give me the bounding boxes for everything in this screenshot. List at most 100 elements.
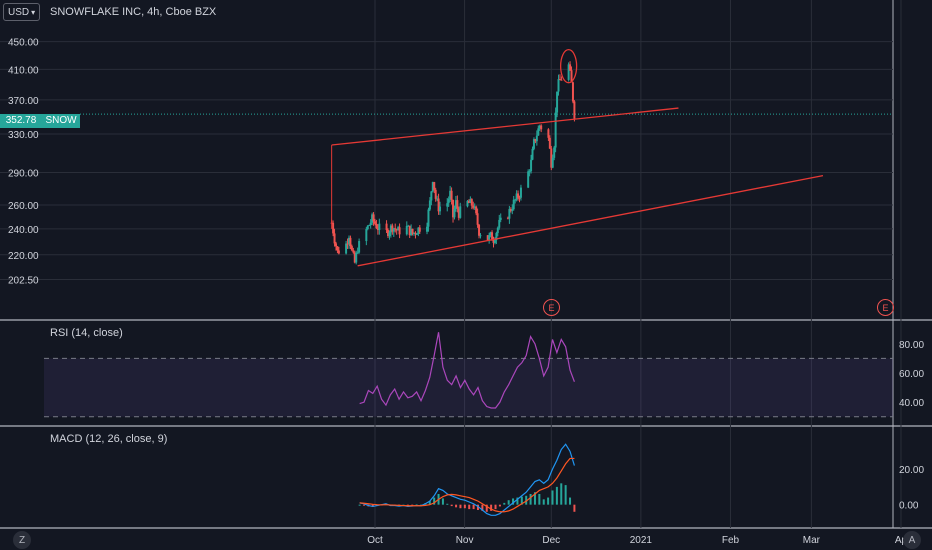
auto-scale-button-right[interactable]: A — [903, 531, 921, 549]
candle-body — [498, 219, 501, 228]
candle-body — [413, 232, 416, 234]
candle-body — [515, 193, 518, 200]
candle-body — [456, 200, 459, 209]
candle-body — [473, 206, 476, 208]
candle-body — [476, 213, 479, 225]
y-tick-label: 410.00 — [8, 65, 39, 76]
candle-body — [518, 197, 521, 199]
macd-histogram-bar — [494, 504, 497, 510]
candle-body — [557, 79, 560, 92]
candle-body — [495, 232, 498, 241]
candle-body — [385, 223, 388, 231]
y-tick-label: 290.00 — [8, 168, 39, 179]
earnings-marker[interactable]: E — [877, 299, 894, 316]
macd-histogram-bar — [468, 504, 471, 510]
x-tick-label: 2021 — [630, 535, 653, 546]
candle-body — [428, 200, 431, 210]
candle-body — [427, 209, 430, 227]
candle-body — [509, 209, 512, 211]
earnings-marker[interactable]: E — [543, 299, 560, 316]
macd-histogram-bar — [463, 504, 466, 509]
macd-histogram-bar — [446, 503, 449, 505]
macd-histogram-bar — [433, 497, 436, 505]
candle-body — [391, 225, 394, 232]
macd-histogram-bar — [533, 492, 536, 505]
candle-body — [334, 243, 337, 247]
macd-histogram-bar — [555, 486, 558, 505]
macd-histogram-bar — [573, 504, 576, 512]
candle-body — [337, 250, 340, 254]
y-tick-label: 202.50 — [8, 275, 39, 286]
macd-histogram-bar — [512, 498, 515, 505]
candle-body — [410, 228, 413, 236]
candle-body — [569, 64, 572, 71]
candle-body — [508, 209, 511, 219]
candle-body — [350, 246, 353, 251]
candle-body — [336, 246, 339, 251]
candle-body — [457, 208, 460, 218]
macd-histogram-bar — [560, 483, 563, 505]
rsi-tick-label: 40.00 — [899, 398, 924, 409]
x-tick-label: Oct — [367, 535, 383, 546]
candle-body — [567, 64, 570, 80]
candle-body — [430, 191, 433, 201]
candle-body — [414, 232, 417, 235]
macd-pane — [358, 443, 576, 516]
rsi-label: RSI (14, close) — [50, 327, 123, 339]
x-tick-label: Feb — [722, 535, 740, 546]
candle-body — [472, 205, 475, 208]
macd-histogram-bar — [547, 497, 550, 505]
candle-body — [492, 240, 495, 243]
candle-body — [408, 225, 411, 236]
candle-body — [389, 225, 392, 233]
macd-histogram-bar — [428, 501, 431, 505]
candle-body — [548, 137, 551, 149]
candle-body — [452, 199, 455, 218]
macd-histogram-bar — [371, 504, 374, 507]
x-tick-label: Mar — [803, 535, 821, 546]
rsi-tick-label: 80.00 — [899, 340, 924, 351]
candle-body — [347, 237, 350, 244]
macd-histogram-bar — [525, 495, 528, 505]
candle-body — [519, 187, 522, 198]
candle-body — [446, 203, 449, 207]
candle-body — [530, 159, 533, 172]
y-tick-label: 370.00 — [8, 96, 39, 107]
candle-body — [528, 171, 531, 173]
candle-body — [356, 252, 359, 254]
macd-histogram-bar — [485, 504, 488, 512]
candle-body — [388, 232, 391, 237]
signal-line — [359, 457, 575, 513]
macd-histogram-bar — [551, 490, 554, 505]
candle-body — [368, 225, 371, 227]
candle-body — [426, 226, 429, 232]
candle-body — [470, 199, 473, 206]
candle-body — [439, 206, 442, 212]
candle-body — [488, 235, 491, 241]
candle-body — [511, 209, 514, 211]
candle-body — [405, 225, 408, 235]
candle-body — [571, 82, 574, 102]
chart-title: SNOWFLAKE INC, 4h, Cboe BZX — [50, 6, 217, 18]
auto-scale-button-left[interactable]: Z — [13, 531, 31, 549]
symbol-tag: SNOW — [42, 114, 80, 128]
candle-body — [570, 70, 573, 83]
candle-body — [411, 228, 414, 234]
candle-body — [469, 199, 472, 204]
macd-histogram-bar — [538, 494, 541, 505]
y-tick-label: 220.00 — [8, 251, 39, 262]
candle-body — [332, 222, 335, 234]
candle-body — [550, 148, 553, 168]
candle-body — [387, 230, 390, 237]
candle-body — [534, 139, 537, 142]
currency-selector[interactable]: USD ▾ — [3, 3, 41, 21]
candle-body — [355, 252, 358, 263]
macd-histogram-bar — [529, 494, 532, 505]
candle-body — [349, 237, 352, 247]
macd-histogram-bar — [564, 485, 567, 505]
x-tick-label: Dec — [542, 535, 560, 546]
grid — [0, 0, 932, 529]
candle-body — [369, 222, 372, 226]
macd-histogram-bar — [441, 498, 444, 505]
